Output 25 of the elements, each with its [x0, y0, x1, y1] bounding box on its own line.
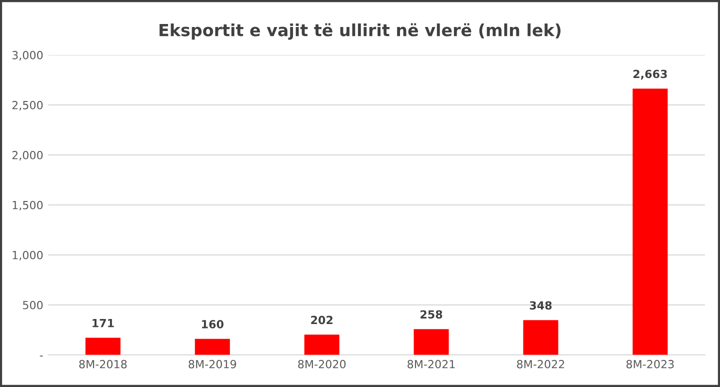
x-tick-label: 8M-2020 [298, 360, 346, 368]
bar [85, 338, 120, 355]
x-tick-label: 8M-2019 [188, 360, 236, 368]
chart-title: Eksportit e vajit të ullirit në vlerë (mln lek) [160, 23, 561, 40]
data-label: 2,663 [633, 70, 667, 80]
data-label: 258 [420, 310, 442, 319]
data-label: 202 [311, 316, 332, 324]
x-tick-label: 8M-2023 [626, 360, 674, 368]
y-tick-label: 1,500 [12, 200, 43, 210]
x-tick-label: 8M-2021 [408, 360, 455, 368]
y-tick-label: 2,500 [12, 100, 43, 110]
bar [304, 334, 340, 355]
data-label: 171 [92, 319, 114, 328]
x-tick-label: 8M-2022 [517, 360, 564, 368]
bar [194, 338, 230, 355]
data-label: 348 [530, 301, 552, 310]
x-tick-label: 8M-2018 [79, 360, 127, 368]
bar [414, 329, 449, 355]
bar [632, 88, 668, 355]
bar [523, 320, 558, 355]
y-tick-label: 1,000 [12, 250, 43, 260]
y-tick-label: 3,000 [12, 50, 43, 60]
data-label: 160 [202, 320, 224, 328]
y-tick-label: 2,000 [12, 150, 43, 160]
y-tick-label: 500 [23, 300, 43, 310]
